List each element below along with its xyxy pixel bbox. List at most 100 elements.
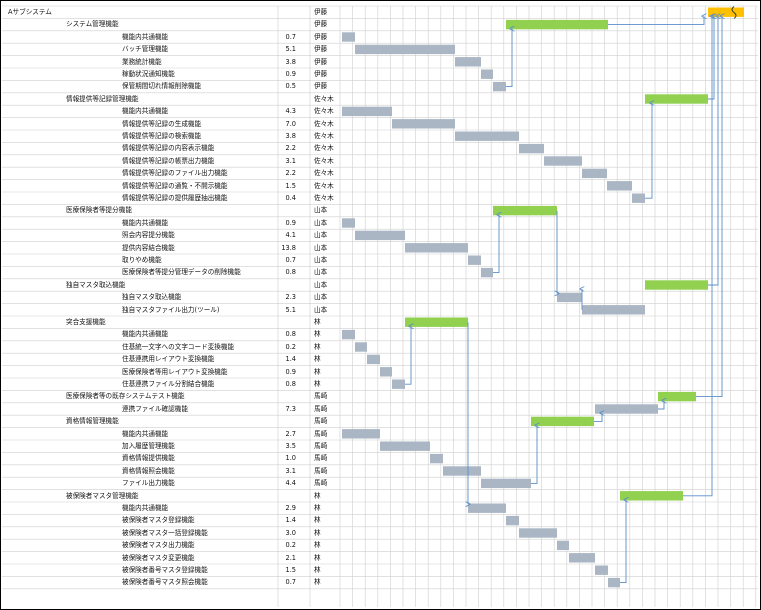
task-bar[interactable] (342, 218, 355, 228)
task-row[interactable]: 医療保険者等用レイアウト変換機能 0.9 林 (2, 366, 758, 378)
task-bar[interactable] (405, 243, 468, 253)
task-row[interactable]: 被保険者マスタ一括登録機能 3.0 林 (2, 527, 758, 539)
task-row[interactable]: 機能内共通機能 0.8 林 (2, 328, 758, 340)
task-row[interactable]: バッチ管理機能 5.1 伊藤 (2, 43, 758, 55)
summary-bar[interactable] (620, 491, 683, 501)
task-bar[interactable] (557, 540, 569, 551)
task-bar[interactable] (481, 69, 493, 79)
task-row[interactable]: 独自マスタ取込機能 2.3 山本 (2, 291, 758, 303)
task-row[interactable]: 情報提供等記録の帳票出力機能 3.1 佐々木 (2, 155, 758, 167)
task-bar[interactable] (455, 131, 519, 141)
task-row[interactable]: 住基連携ファイル分割結合機能 0.8 林 (2, 378, 758, 390)
task-row[interactable]: 情報提供等記録のファイル出力機能 2.2 佐々木 (2, 167, 758, 179)
task-owner: 山本 (314, 256, 328, 264)
task-row[interactable]: 被保険者番号マスタ登録機能 1.5 林 (2, 564, 758, 576)
task-row[interactable]: 独自マスタファイル出力(ツール) 5.1 山本 (2, 304, 758, 316)
task-bar[interactable] (519, 143, 544, 154)
task-bar[interactable] (632, 193, 645, 203)
task-row[interactable]: 連携ファイル確認機能 7.3 馬崎 (2, 403, 758, 415)
task-row[interactable]: 医療保険者等提分機能 山本 (2, 204, 758, 216)
task-row[interactable]: 機能内共通機能 2.9 林 (2, 502, 758, 514)
task-row[interactable]: 機能内共通機能 2.7 馬崎 (2, 428, 758, 440)
task-row[interactable]: 住基統一文字への文字コード変換機能 0.2 林 (2, 341, 758, 353)
task-bar[interactable] (519, 528, 557, 538)
task-row[interactable]: 加入履歴管理機能 3.5 馬崎 (2, 440, 758, 452)
milestone-bar[interactable] (708, 7, 744, 17)
summary-bar[interactable] (506, 19, 608, 30)
task-row[interactable]: 情報提供等記録の通覧・不開示機能 1.5 佐々木 (2, 180, 758, 192)
task-bar[interactable] (342, 32, 355, 42)
summary-bar[interactable] (658, 391, 696, 402)
task-bar[interactable] (355, 44, 455, 55)
summary-bar[interactable] (493, 205, 557, 216)
task-bar[interactable] (493, 81, 506, 92)
task-bar[interactable] (355, 230, 405, 241)
task-row[interactable]: 機能内共通機能 0.9 山本 (2, 217, 758, 229)
task-row[interactable]: 保管期間切れ情報削除機能 0.5 伊藤 (2, 80, 758, 92)
task-bar[interactable] (582, 305, 645, 315)
task-bar[interactable] (342, 329, 355, 340)
task-row[interactable]: 機能内共通機能 0.7 伊藤 (2, 31, 758, 43)
task-row[interactable]: 突合支援機能 林 (2, 316, 758, 328)
task-row[interactable]: 提供内容結合機能 13.8 山本 (2, 242, 758, 254)
summary-bar[interactable] (405, 317, 468, 327)
task-bar[interactable] (608, 577, 620, 588)
task-row[interactable]: 機能内共通機能 4.3 佐々木 (2, 105, 758, 117)
task-bar[interactable] (380, 441, 430, 451)
task-row[interactable]: 住基連携用レイアウト変換機能 1.4 林 (2, 353, 758, 365)
task-bar[interactable] (392, 379, 405, 389)
task-row[interactable]: 医療保険者等の既存システムテスト機能 馬崎 (2, 390, 758, 402)
task-effort: 0.9 (285, 218, 297, 227)
task-row[interactable]: 情報提供等記録の提供履歴抽出機能 0.4 佐々木 (2, 192, 758, 204)
task-row[interactable]: 照会内容提分機能 4.1 山本 (2, 229, 758, 241)
task-bar[interactable] (468, 503, 506, 513)
summary-bar[interactable] (645, 280, 708, 290)
task-bar[interactable] (455, 57, 481, 67)
dependency-arrow (620, 500, 626, 584)
task-row[interactable]: ファイル出力機能 4.4 馬崎 (2, 477, 758, 489)
summary-bar[interactable] (645, 94, 708, 104)
task-bar[interactable] (481, 267, 493, 278)
task-bar[interactable] (367, 354, 380, 365)
task-bar[interactable] (380, 367, 392, 377)
task-owner: 佐々木 (314, 107, 334, 116)
task-row[interactable]: 独自マスタ取込機能 山本 (2, 279, 758, 291)
task-row[interactable]: 情報提供等記録の生成機能 7.0 佐々木 (2, 118, 758, 130)
task-row[interactable]: 取りやめ機能 0.7 山本 (2, 254, 758, 266)
task-bar[interactable] (582, 168, 607, 179)
task-bar[interactable] (392, 119, 455, 129)
task-row[interactable]: 資格情報管理機能 馬崎 (2, 415, 758, 427)
task-row[interactable]: 医療保険者等提分管理データの削除機能 0.8 山本 (2, 266, 758, 278)
task-bar[interactable] (595, 404, 658, 414)
task-bar[interactable] (342, 106, 392, 117)
task-row[interactable]: 被保険者マスタ変更機能 2.1 林 (2, 552, 758, 564)
task-bar[interactable] (443, 466, 481, 476)
task-bar[interactable] (595, 565, 608, 575)
task-bar[interactable] (557, 292, 582, 303)
task-row[interactable]: 稼動状況通知機能 0.9 伊藤 (2, 68, 758, 80)
task-bar[interactable] (544, 156, 582, 166)
task-row[interactable]: 被保険者マスタ登録機能 1.4 林 (2, 514, 758, 526)
task-bar[interactable] (569, 553, 595, 563)
task-name: 住基連携ファイル分割結合機能 (122, 380, 215, 388)
task-bar[interactable] (607, 181, 632, 191)
task-row[interactable]: 業務統計機能 3.8 伊藤 (2, 56, 758, 68)
task-effort: 0.4 (285, 194, 297, 202)
task-row[interactable]: 情報提供等記録の内容表示機能 2.2 佐々木 (2, 142, 758, 154)
task-row[interactable]: Aサブシステム 伊藤 (2, 6, 758, 18)
task-row[interactable]: 被保険者マスタ管理機能 林 (2, 490, 758, 502)
task-bar[interactable] (430, 453, 443, 464)
task-bar[interactable] (481, 478, 531, 489)
summary-bar[interactable] (531, 416, 594, 427)
task-row[interactable]: 被保険者番号マスタ照会機能 0.7 林 (2, 576, 758, 588)
task-row[interactable]: 資格情報照会機能 3.1 馬崎 (2, 465, 758, 477)
task-row[interactable]: 被保険者マスタ出力機能 0.2 林 (2, 539, 758, 551)
task-bar[interactable] (342, 429, 380, 439)
task-row[interactable]: 情報提供等記録管理機能 佐々木 (2, 93, 758, 105)
task-bar[interactable] (468, 255, 481, 265)
task-row[interactable]: 資格情報提供機能 1.0 馬崎 (2, 452, 758, 464)
task-bar[interactable] (355, 342, 367, 352)
task-row[interactable]: システム管理機能 伊藤 (2, 18, 758, 30)
task-row[interactable]: 情報提供等記録の検索機能 3.8 佐々木 (2, 130, 758, 142)
task-bar[interactable] (506, 515, 519, 526)
